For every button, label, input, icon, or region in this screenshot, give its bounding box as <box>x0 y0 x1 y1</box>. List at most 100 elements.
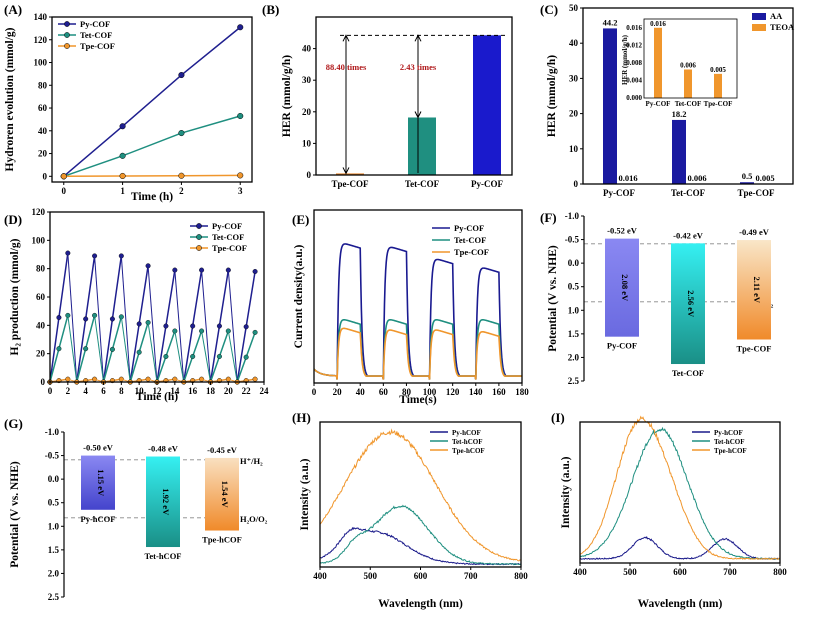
y-axis-label: Intensity (a.u.) <box>560 456 572 528</box>
panel-a: (A) 0 1 2 3 0 20 40 60 80 100 120 140 Time (h) Hydrore… <box>4 2 253 203</box>
material-label: Tet-hCOF <box>145 551 182 561</box>
y-tick-label: 1.5 <box>48 545 60 555</box>
bar-value-label: 0.5 <box>742 171 753 181</box>
inset-chart: 0.016 Py-COF 0.006 Tet-COF 0.005 Tpe-COF 0.000… <box>621 18 738 108</box>
x-tick-label: 8 <box>119 386 124 396</box>
cycle-reset-line <box>201 270 211 383</box>
x-tick-label: 0 <box>48 386 53 396</box>
category-label: Tpe-COF <box>332 179 370 189</box>
y-tick-label: 80 <box>38 80 48 90</box>
y-tick-label: 40 <box>569 38 579 48</box>
panel-g: (G) H⁺/H₂ H₂O/O₂ -0.50 eV 1.15 eV Py-hCOF -0.4… <box>4 416 268 602</box>
conduction-band-label: -0.49 eV <box>739 227 770 237</box>
legend-label: Py-COF <box>454 223 484 233</box>
reference-label: H⁺/H₂ <box>240 456 263 466</box>
legend-label: AA <box>770 11 783 21</box>
category-label: Tet-COF <box>671 188 706 198</box>
plot-frame <box>315 16 513 176</box>
data-point <box>216 354 222 360</box>
inset-bar-value: 0.006 <box>680 61 696 69</box>
panel-label: (D) <box>4 212 22 227</box>
x-tick-label: 700 <box>464 571 478 581</box>
y-tick-label: -1.0 <box>565 211 580 221</box>
bar <box>603 28 617 184</box>
annotation-text: 88.40 times <box>326 62 367 72</box>
data-point <box>252 376 258 382</box>
y-tick-label: 2.0 <box>568 352 580 362</box>
x-tick-label: 500 <box>364 571 378 581</box>
y-tick-label: 60 <box>36 292 46 302</box>
y-axis-label: H₂ production (mmol/g) <box>9 238 21 355</box>
cycle-reset-line <box>94 255 104 383</box>
bar <box>408 117 436 175</box>
band-gap-label: 1.54 eV <box>220 481 230 509</box>
material-label: Py-hCOF <box>81 514 116 524</box>
legend-label: TEOA <box>770 22 795 32</box>
y-tick-label: 30 <box>569 73 579 83</box>
cycle-reset-line <box>174 270 185 383</box>
legend-marker <box>64 21 70 27</box>
y-axis-label: Potential (V vs. NHE) <box>9 461 21 568</box>
y-tick-label: 2.0 <box>48 568 60 578</box>
series-line <box>63 174 241 178</box>
panel-i: (I) 400 500 600 700 800 Wavelength (nm) Intensi… <box>551 410 787 610</box>
legend-swatch <box>752 13 766 20</box>
series-line <box>579 536 780 560</box>
x-tick-label: 40 <box>356 387 366 397</box>
y-tick-label: 0 <box>41 377 46 387</box>
data-point <box>252 329 258 335</box>
series-line <box>313 327 522 380</box>
x-tick-label: 400 <box>573 567 587 577</box>
legend-swatch <box>752 24 766 31</box>
x-tick-label: 500 <box>623 567 637 577</box>
material-label: Py-COF <box>607 341 637 351</box>
panel-e: (E) 0 20 40 60 80 100 120 140 160 180 Time(s) Curren… <box>292 209 529 406</box>
legend-label: Py-COF <box>80 19 110 29</box>
y-tick-label: 0.0 <box>48 474 60 484</box>
y-tick-label: 0.5 <box>568 282 580 292</box>
panel-c: (C) 44.2 18.2 0.5 0.016 0.006 0.005 Py-COF Tet-C… <box>540 2 795 198</box>
data-point <box>178 130 185 137</box>
material-label: Tet-COF <box>672 368 704 378</box>
y-axis-label: Intensity (a.u.) <box>299 458 311 530</box>
inset-bar <box>714 73 722 98</box>
y-tick-label: -0.5 <box>45 451 60 461</box>
y-tick-label: 40 <box>302 44 312 54</box>
data-point <box>243 354 249 360</box>
y-tick-label: 0 <box>574 179 579 189</box>
band-gap-label: 2.08 eV <box>620 274 630 302</box>
y-tick-label: 2.5 <box>48 592 60 602</box>
y-tick-label: 0.5 <box>48 498 60 508</box>
cycle-reset-line <box>227 330 238 383</box>
y-tick-label: 1.0 <box>568 305 580 315</box>
band-bar <box>605 238 639 337</box>
y-axis-label: HER (mmol/g/h) <box>281 55 293 137</box>
inset-bar-value: 0.016 <box>650 20 666 28</box>
series-line <box>319 526 521 566</box>
data-point <box>243 324 249 330</box>
y-tick-label: 60 <box>38 103 48 113</box>
x-tick-label: 80 <box>402 387 412 397</box>
data-point <box>109 346 115 352</box>
panel-h: (H) 400 500 600 700 800 Wavelength (nm) Intensi… <box>292 410 528 610</box>
inset-bar <box>654 27 662 98</box>
arrow-head-down <box>342 167 350 175</box>
y-tick-label: 20 <box>36 349 46 359</box>
cycle-reset-line <box>67 253 78 383</box>
inset-category-label: Tpe-COF <box>704 100 733 108</box>
y-tick-label: 30 <box>302 75 312 85</box>
arrow-head-up <box>342 34 350 42</box>
panel-label: (F) <box>540 210 557 225</box>
y-tick-label: 40 <box>36 320 46 330</box>
panel-label: (I) <box>551 410 565 425</box>
cycle-reset-line <box>147 322 158 383</box>
x-axis-label: Time (h) <box>131 191 173 203</box>
reference-label: H₂O/O₂ <box>240 514 268 524</box>
legend-marker <box>196 223 202 229</box>
x-tick-label: 800 <box>773 567 787 577</box>
arrow-head-down <box>414 111 422 119</box>
inset-bar <box>684 69 692 98</box>
y-tick-label: 100 <box>34 58 48 68</box>
y-tick-label: 1.0 <box>48 521 60 531</box>
bar-value-label: 44.2 <box>603 17 618 27</box>
